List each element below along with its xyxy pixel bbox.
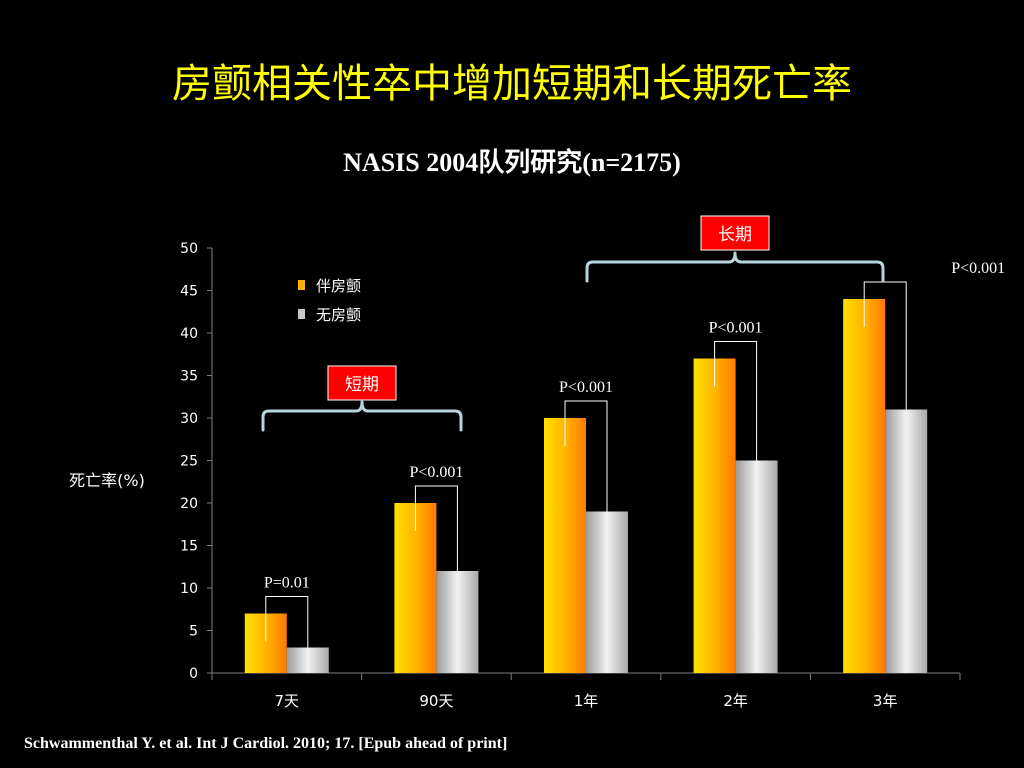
x-tick-label: 2年 xyxy=(723,692,748,710)
bar-no-af xyxy=(735,460,778,673)
bar-af xyxy=(843,299,886,673)
p-value-label: P<0.001 xyxy=(709,320,763,337)
p-value-bracket xyxy=(564,400,608,512)
p-value-label: P<0.001 xyxy=(559,379,613,396)
short-term-label: 短期 xyxy=(345,375,379,395)
p-value-bracket xyxy=(414,485,458,571)
bar-no-af xyxy=(286,647,329,673)
y-tick-label: 35 xyxy=(180,369,198,385)
y-tick-label: 20 xyxy=(180,496,198,512)
p-value-label: P<0.001 xyxy=(951,260,1005,277)
bar-no-af xyxy=(885,409,928,673)
long-term-curly-bracket xyxy=(585,251,885,283)
p-value-bracket xyxy=(714,341,758,461)
legend-label-af: 伴房颤 xyxy=(316,277,361,295)
x-tick-label: 1年 xyxy=(574,692,599,710)
p-value-label: P<0.001 xyxy=(409,464,463,481)
bar-no-af xyxy=(436,571,479,673)
x-tick-label: 7天 xyxy=(275,692,300,710)
x-tick-label: 90天 xyxy=(419,692,453,710)
slide-title: 房颤相关性卒中增加短期和长期死亡率 xyxy=(172,61,852,107)
p-value-label: P=0.01 xyxy=(264,575,310,592)
bar-af xyxy=(693,358,736,673)
x-tick-label: 3年 xyxy=(873,692,898,710)
short-term-box xyxy=(327,365,397,401)
p-value-bracket xyxy=(265,596,309,648)
y-tick-label: 45 xyxy=(180,284,198,300)
citation-text: Schwammenthal Y. et al. Int J Cardiol. 2… xyxy=(24,735,508,752)
legend-swatch-no-af xyxy=(298,309,305,319)
long-term-box xyxy=(700,215,770,251)
y-tick-label: 30 xyxy=(180,411,198,427)
bar-no-af xyxy=(586,511,628,673)
legend-swatch-af xyxy=(298,280,305,290)
short-term-curly-bracket xyxy=(261,400,463,432)
y-tick-label: 25 xyxy=(180,454,198,470)
bar-af xyxy=(394,503,437,673)
p-value-bracket xyxy=(863,281,907,410)
y-tick-label: 10 xyxy=(180,581,198,597)
bar-af xyxy=(544,418,586,673)
y-tick-label: 15 xyxy=(180,539,198,555)
y-tick-label: 0 xyxy=(189,666,198,682)
y-tick-label: 40 xyxy=(180,326,198,342)
slide-subtitle: NASIS 2004队列研究(n=2175) xyxy=(343,148,681,177)
long-term-label: 长期 xyxy=(718,225,752,245)
y-tick-label: 50 xyxy=(180,241,198,257)
y-axis-label: 死亡率(%) xyxy=(69,471,145,490)
y-tick-label: 5 xyxy=(189,624,198,640)
legend-label-no-af: 无房颤 xyxy=(316,306,361,324)
